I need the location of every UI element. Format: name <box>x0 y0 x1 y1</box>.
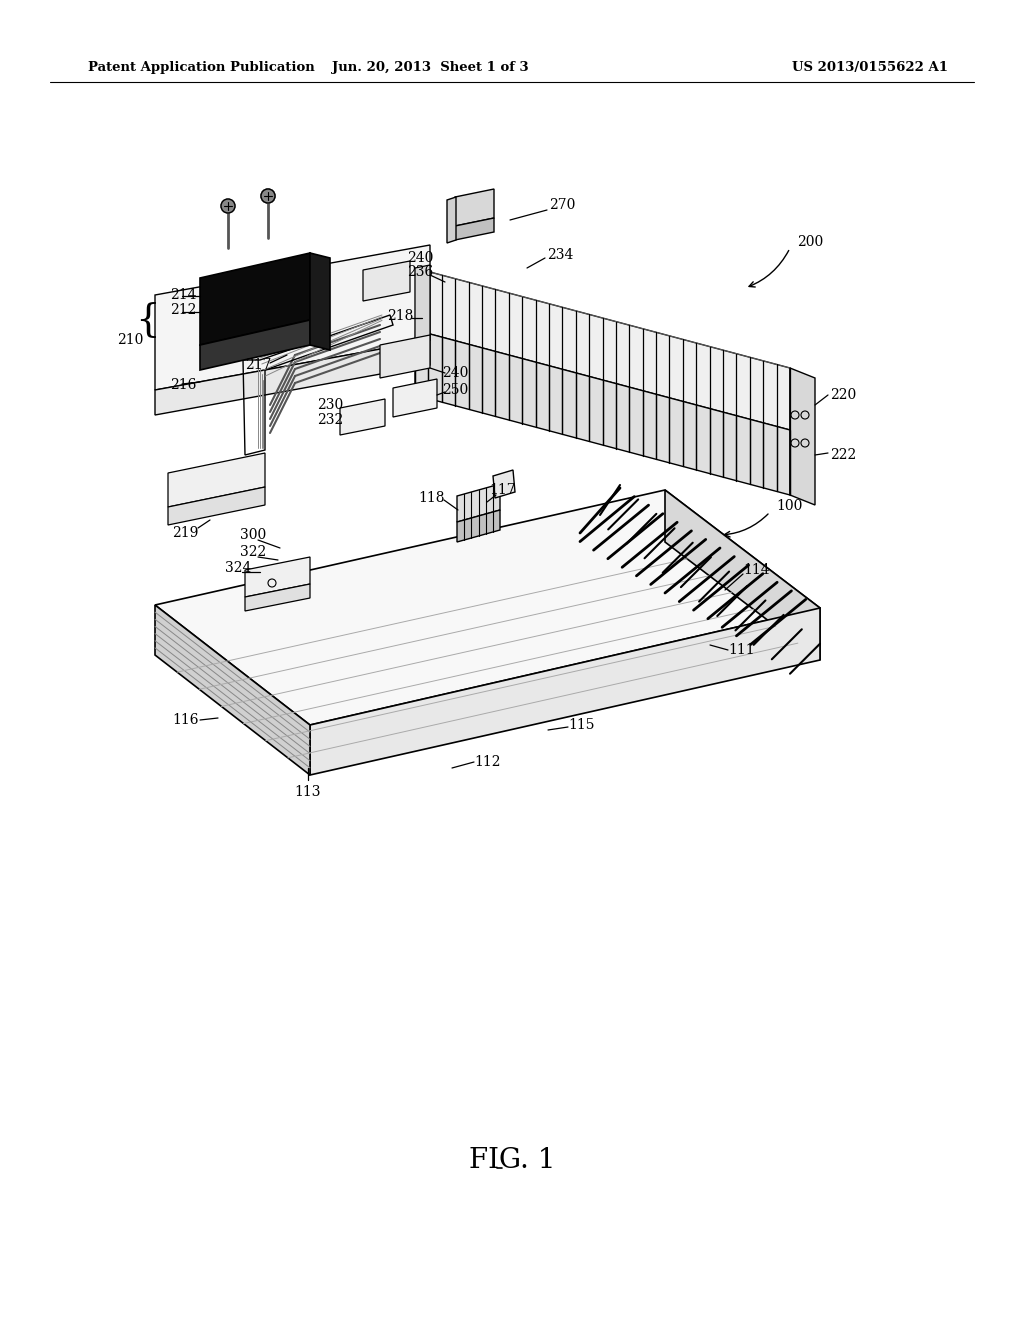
Polygon shape <box>155 490 820 725</box>
Text: 324: 324 <box>225 561 251 576</box>
Text: 240: 240 <box>441 366 468 380</box>
Polygon shape <box>168 453 265 507</box>
Text: 234: 234 <box>547 248 573 261</box>
Text: 230: 230 <box>316 399 343 412</box>
Text: 222: 222 <box>829 447 856 462</box>
Polygon shape <box>447 197 456 243</box>
Text: 200: 200 <box>797 235 823 249</box>
Text: 240: 240 <box>407 251 433 265</box>
Polygon shape <box>310 253 330 350</box>
Text: 236: 236 <box>407 265 433 279</box>
Text: Jun. 20, 2013  Sheet 1 of 3: Jun. 20, 2013 Sheet 1 of 3 <box>332 62 528 74</box>
Polygon shape <box>790 368 815 506</box>
Text: 113: 113 <box>295 785 322 799</box>
Text: 219: 219 <box>172 525 199 540</box>
Text: FIG. 1: FIG. 1 <box>469 1147 555 1173</box>
Text: 214: 214 <box>170 288 197 302</box>
Text: 250: 250 <box>442 383 468 397</box>
Polygon shape <box>200 319 310 370</box>
Polygon shape <box>493 470 515 498</box>
Text: 114: 114 <box>743 564 770 577</box>
Text: 100: 100 <box>777 499 803 513</box>
Polygon shape <box>155 246 430 389</box>
Polygon shape <box>457 510 500 543</box>
Text: Patent Application Publication: Patent Application Publication <box>88 62 314 74</box>
Text: 218: 218 <box>387 309 414 323</box>
Circle shape <box>221 199 234 213</box>
Polygon shape <box>415 330 790 495</box>
Polygon shape <box>155 341 430 414</box>
Polygon shape <box>457 484 500 521</box>
Polygon shape <box>155 605 310 775</box>
Polygon shape <box>310 609 820 775</box>
Circle shape <box>261 189 275 203</box>
Polygon shape <box>455 189 494 226</box>
Text: 111: 111 <box>729 643 756 657</box>
Polygon shape <box>393 379 437 417</box>
Text: 232: 232 <box>316 413 343 426</box>
Polygon shape <box>362 261 410 301</box>
Text: 212: 212 <box>170 304 197 317</box>
Text: US 2013/0155622 A1: US 2013/0155622 A1 <box>792 62 948 74</box>
Text: 220: 220 <box>829 388 856 403</box>
Polygon shape <box>415 265 430 341</box>
Polygon shape <box>665 490 820 660</box>
Polygon shape <box>168 487 265 525</box>
Text: 112: 112 <box>475 755 502 770</box>
Text: {: { <box>135 301 161 338</box>
Polygon shape <box>245 583 310 611</box>
Text: 217: 217 <box>245 358 271 372</box>
Polygon shape <box>200 253 310 345</box>
Text: 115: 115 <box>568 718 595 733</box>
Text: 322: 322 <box>240 545 266 558</box>
Text: 216: 216 <box>170 378 197 392</box>
Polygon shape <box>340 399 385 436</box>
Text: 116: 116 <box>173 713 200 727</box>
Polygon shape <box>380 335 430 378</box>
Text: 270: 270 <box>549 198 575 213</box>
Polygon shape <box>245 557 310 597</box>
Text: 117: 117 <box>489 483 516 498</box>
Polygon shape <box>415 268 790 430</box>
Text: 118: 118 <box>419 491 445 506</box>
Text: 300: 300 <box>240 528 266 543</box>
Text: 210: 210 <box>117 333 143 347</box>
Polygon shape <box>455 218 494 240</box>
